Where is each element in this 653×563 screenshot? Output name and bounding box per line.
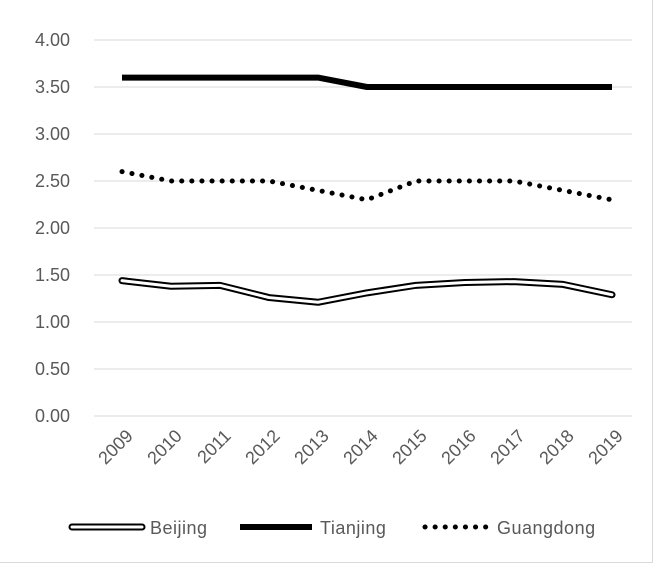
data-point-tianjing [267, 76, 271, 80]
gridlines [94, 39, 632, 417]
legend-label: Beijing [150, 518, 208, 538]
data-point-beijing [561, 282, 565, 286]
data-point-beijing [316, 300, 320, 304]
x-tick-label: 2016 [437, 426, 479, 468]
data-point-guangdong [169, 179, 173, 183]
data-point-guangdong [365, 198, 369, 202]
data-point-tianjing [610, 85, 614, 89]
x-tick-label: 2019 [584, 426, 626, 468]
data-point-beijing [414, 283, 418, 287]
x-tick-label: 2013 [290, 426, 332, 468]
data-point-guangdong [120, 170, 124, 174]
data-point-guangdong [512, 179, 516, 183]
data-point-tianjing [365, 85, 369, 89]
x-tick-label: 2010 [143, 426, 185, 468]
series-lines [118, 74, 616, 306]
data-point-beijing [267, 296, 271, 300]
y-tick-label: 1.00 [35, 312, 70, 332]
legend: Beijing Tianjing Guangdong [68, 518, 596, 538]
data-point-beijing [365, 291, 369, 295]
data-point-guangdong [267, 179, 271, 183]
data-point-guangdong [561, 188, 565, 192]
y-tick-label: 2.50 [35, 171, 70, 191]
legend-item-tianjing: Tianjing [240, 518, 386, 538]
series-beijing-inner-stroke [120, 279, 614, 304]
data-point-guangdong [316, 188, 320, 192]
legend-label: Guangdong [497, 518, 596, 538]
data-point-guangdong [414, 179, 418, 183]
x-tick-label: 2018 [535, 426, 577, 468]
data-point-beijing [218, 283, 222, 287]
data-point-tianjing [463, 85, 467, 89]
data-point-tianjing [218, 76, 222, 80]
x-tick-label: 2017 [486, 426, 528, 468]
x-tick-label: 2014 [339, 426, 381, 468]
series-guangdong-line [119, 169, 615, 203]
data-point-tianjing [414, 85, 418, 89]
y-tick-label: 4.00 [35, 30, 70, 50]
series-guangdong-stroke [119, 169, 615, 203]
legend-item-beijing: Beijing [68, 518, 208, 538]
data-point-tianjing [169, 76, 173, 80]
data-point-beijing [512, 280, 516, 284]
series-tianjing-line [120, 74, 614, 90]
data-point-beijing [169, 284, 173, 288]
data-point-tianjing [561, 85, 565, 89]
data-point-tianjing [512, 85, 516, 89]
y-tick-label: 0.50 [35, 359, 70, 379]
data-point-guangdong [610, 198, 614, 202]
y-tick-label: 3.00 [35, 124, 70, 144]
x-tick-label: 2015 [388, 426, 430, 468]
x-tick-label: 2011 [193, 426, 235, 468]
data-point-beijing [463, 281, 467, 285]
y-tick-label: 2.00 [35, 218, 70, 238]
series-tianjing-stroke [122, 74, 612, 90]
data-point-guangdong [218, 179, 222, 183]
data-point-tianjing [316, 76, 320, 80]
series-beijing-line [118, 277, 616, 306]
y-axis-tick-labels: 0.00 0.50 1.00 1.50 2.00 2.50 3.00 3.50 4.00 [35, 30, 70, 426]
legend-item-guangdong: Guangdong [422, 518, 596, 538]
y-tick-label: 0.00 [35, 406, 70, 426]
data-point-beijing [610, 293, 614, 297]
legend-label: Tianjing [320, 518, 386, 538]
x-tick-label: 2012 [241, 426, 283, 468]
data-point-beijing [120, 279, 124, 283]
y-tick-label: 3.50 [35, 77, 70, 97]
x-tick-label: 2009 [94, 426, 136, 468]
y-tick-label: 1.50 [35, 265, 70, 285]
data-point-guangdong [463, 179, 467, 183]
data-point-tianjing [120, 76, 124, 80]
x-axis-tick-labels: 2009 2010 2011 2012 2013 2014 2015 2016 2017 2018… [94, 426, 626, 468]
